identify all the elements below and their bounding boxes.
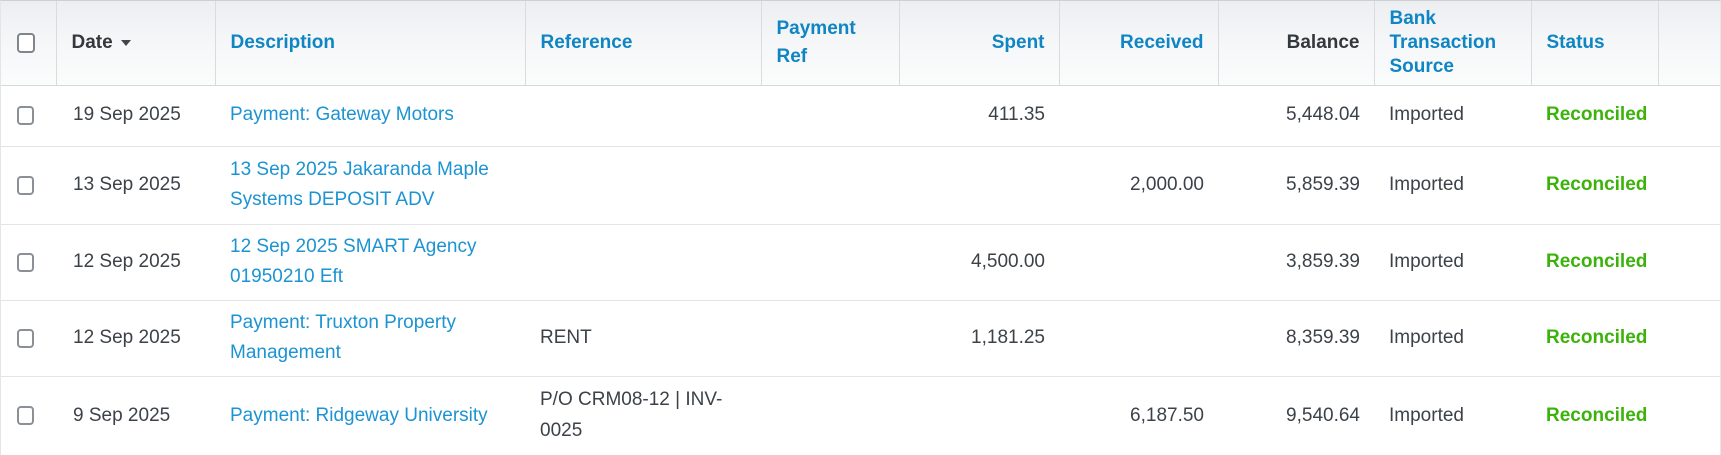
table-header-row: Date Description Reference Payment Ref S… — [1, 1, 1720, 86]
row-checkbox[interactable] — [17, 106, 34, 125]
description-cell: Payment: Truxton Property Management — [215, 299, 525, 376]
transaction-row: 19 Sep 2025 Payment: Gateway Motors 411.… — [1, 85, 1720, 146]
payment-ref-cell — [761, 223, 899, 300]
balance-cell: 8,359.39 — [1218, 299, 1374, 376]
description-link[interactable]: Payment: Gateway Motors — [230, 104, 454, 126]
received-cell: 2,000.00 — [1059, 145, 1218, 224]
header-spacer-cell — [1658, 1, 1720, 86]
row-spacer-cell — [1658, 375, 1720, 455]
payment-ref-cell — [761, 145, 899, 224]
column-header-status[interactable]: Status — [1531, 1, 1659, 86]
status-badge: Reconciled — [1546, 173, 1648, 195]
balance-cell: 9,540.64 — [1218, 375, 1374, 455]
payment-ref-cell — [761, 85, 899, 146]
transaction-row: 13 Sep 2025 13 Sep 2025 Jakaranda Maple … — [1, 145, 1720, 224]
spent-cell: 1,181.25 — [899, 299, 1059, 376]
description-link[interactable]: 13 Sep 2025 Jakaranda Maple Systems DEPO… — [230, 158, 489, 210]
column-header-received[interactable]: Received — [1059, 1, 1219, 86]
transaction-row: 12 Sep 2025 12 Sep 2025 SMART Agency 019… — [1, 223, 1720, 300]
source-cell: Imported — [1374, 299, 1531, 376]
balance-cell: 3,859.39 — [1218, 223, 1374, 300]
source-cell: Imported — [1374, 223, 1531, 300]
spent-cell — [899, 375, 1059, 455]
status-cell: Reconciled — [1531, 145, 1658, 224]
status-badge: Reconciled — [1546, 250, 1648, 272]
reference-cell: RENT — [525, 299, 761, 376]
description-link[interactable]: Payment: Truxton Property Management — [230, 311, 456, 363]
spent-cell: 411.35 — [899, 85, 1059, 146]
column-header-date-label: Date — [71, 31, 113, 53]
balance-cell: 5,448.04 — [1218, 85, 1374, 146]
date-cell: 9 Sep 2025 — [56, 375, 215, 455]
reference-cell — [525, 85, 761, 146]
column-header-reference[interactable]: Reference — [525, 1, 762, 86]
status-cell: Reconciled — [1531, 223, 1658, 300]
received-cell — [1059, 223, 1218, 300]
payment-ref-cell — [761, 299, 899, 376]
column-header-description[interactable]: Description — [215, 1, 526, 86]
payment-ref-cell — [761, 375, 899, 455]
reference-cell — [525, 223, 761, 300]
date-cell: 12 Sep 2025 — [56, 299, 215, 376]
row-checkbox[interactable] — [17, 175, 34, 195]
row-checkbox[interactable] — [17, 406, 34, 426]
row-spacer-cell — [1658, 85, 1720, 146]
row-spacer-cell — [1658, 145, 1720, 224]
received-cell: 6,187.50 — [1059, 375, 1218, 455]
description-cell: 12 Sep 2025 SMART Agency 01950210 Eft — [215, 223, 525, 300]
spent-cell: 4,500.00 — [899, 223, 1059, 300]
row-checkbox[interactable] — [17, 252, 34, 272]
received-cell — [1059, 299, 1218, 376]
status-badge: Reconciled — [1546, 404, 1648, 426]
status-badge: Reconciled — [1546, 104, 1648, 126]
date-cell: 12 Sep 2025 — [56, 223, 215, 300]
column-header-spent[interactable]: Spent — [899, 1, 1060, 86]
row-checkbox[interactable] — [17, 328, 34, 348]
column-header-date[interactable]: Date — [56, 1, 216, 86]
row-spacer-cell — [1658, 223, 1720, 300]
column-header-balance: Balance — [1218, 1, 1375, 86]
select-all-header-cell — [1, 1, 57, 86]
transaction-row: 12 Sep 2025 Payment: Truxton Property Ma… — [1, 299, 1720, 376]
source-cell: Imported — [1374, 375, 1531, 455]
balance-cell: 5,859.39 — [1218, 145, 1374, 224]
status-badge: Reconciled — [1546, 326, 1648, 348]
description-link[interactable]: 12 Sep 2025 SMART Agency 01950210 Eft — [230, 235, 477, 287]
spent-cell — [899, 145, 1059, 224]
status-cell: Reconciled — [1531, 299, 1658, 376]
status-cell: Reconciled — [1531, 375, 1658, 455]
description-cell: 13 Sep 2025 Jakaranda Maple Systems DEPO… — [215, 145, 525, 224]
select-all-checkbox[interactable] — [17, 32, 35, 53]
column-header-bank-transaction-source[interactable]: Bank Transaction Source — [1374, 1, 1532, 86]
date-cell: 13 Sep 2025 — [56, 145, 215, 224]
source-cell: Imported — [1374, 145, 1531, 224]
column-header-payment-ref[interactable]: Payment Ref — [761, 1, 900, 86]
transaction-row: 9 Sep 2025 Payment: Ridgeway University … — [1, 375, 1720, 455]
description-cell: Payment: Ridgeway University — [215, 375, 525, 455]
source-cell: Imported — [1374, 85, 1531, 146]
description-cell: Payment: Gateway Motors — [215, 85, 525, 146]
status-cell: Reconciled — [1531, 85, 1658, 146]
received-cell — [1059, 85, 1218, 146]
row-spacer-cell — [1658, 299, 1720, 376]
description-link[interactable]: Payment: Ridgeway University — [230, 404, 488, 426]
reference-cell — [525, 145, 761, 224]
date-cell: 19 Sep 2025 — [56, 85, 215, 146]
sort-desc-icon — [120, 39, 131, 46]
reference-cell: P/O CRM08-12 | INV-0025 — [525, 375, 761, 455]
